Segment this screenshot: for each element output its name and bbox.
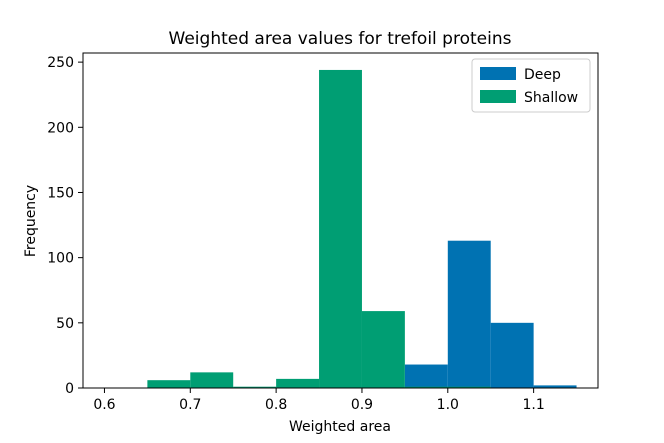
x-tick-label: 0.7 bbox=[179, 397, 201, 413]
legend-swatch-shallow bbox=[480, 90, 516, 103]
bar-shallow-1 bbox=[147, 380, 191, 388]
bars-layer bbox=[147, 69, 577, 388]
bar-shallow-7 bbox=[404, 386, 448, 388]
legend-label-deep: Deep bbox=[524, 67, 561, 83]
bar-shallow-6 bbox=[361, 311, 405, 388]
y-tick-label: 150 bbox=[47, 185, 74, 201]
bar-shallow-8 bbox=[447, 386, 491, 388]
bar-deep-2 bbox=[490, 322, 534, 388]
x-axis-label: Weighted area bbox=[289, 419, 391, 435]
chart-title: Weighted area values for trefoil protein… bbox=[169, 29, 512, 49]
y-axis-label: Frequency bbox=[23, 185, 39, 257]
ticks-layer: 0.6 0.7 0.8 0.9 1.0 1.1 0 50 100 150 200 250 bbox=[47, 55, 544, 413]
bar-deep-0 bbox=[404, 364, 448, 388]
bar-shallow-4 bbox=[276, 378, 320, 388]
x-tick-label: 0.6 bbox=[93, 397, 115, 413]
bar-deep-3 bbox=[533, 385, 577, 388]
bar-deep-1 bbox=[447, 240, 491, 388]
x-tick-label: 0.9 bbox=[351, 397, 373, 413]
y-tick-label: 200 bbox=[47, 120, 74, 136]
bar-shallow-3 bbox=[233, 386, 277, 388]
plot-frame bbox=[82, 52, 599, 389]
bar-shallow-2 bbox=[190, 372, 234, 388]
bar-shallow-5 bbox=[319, 69, 362, 388]
x-tick-label: 1.1 bbox=[522, 397, 544, 413]
y-tick-label: 0 bbox=[65, 381, 74, 397]
y-tick-label: 50 bbox=[56, 316, 74, 332]
y-tick-label: 100 bbox=[47, 251, 74, 267]
legend-label-shallow: Shallow bbox=[524, 90, 578, 106]
y-tick-label: 250 bbox=[47, 55, 74, 71]
x-tick-label: 1.0 bbox=[437, 397, 459, 413]
legend: Deep Shallow bbox=[471, 58, 591, 113]
legend-swatch-deep bbox=[480, 67, 516, 80]
x-tick-label: 0.8 bbox=[265, 397, 287, 413]
